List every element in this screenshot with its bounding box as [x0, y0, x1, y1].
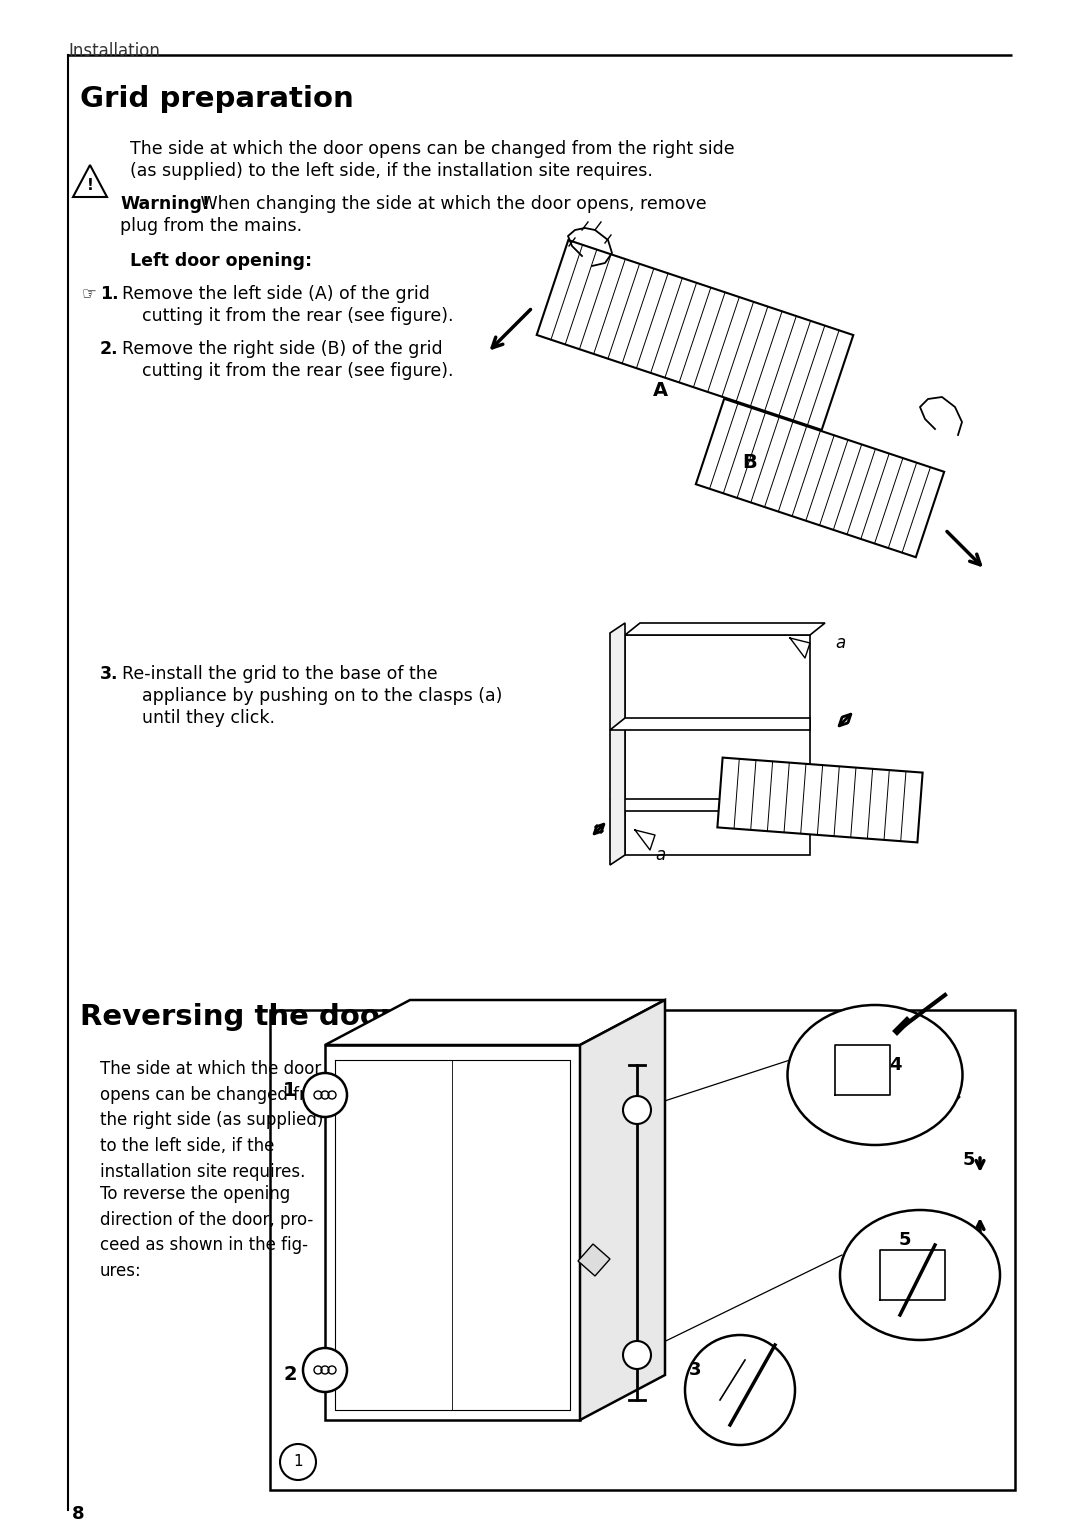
Text: Remove the right side (B) of the grid: Remove the right side (B) of the grid — [122, 339, 443, 358]
Text: ☞: ☞ — [82, 284, 97, 303]
Polygon shape — [537, 240, 853, 430]
Bar — [325, 1044, 580, 1420]
Circle shape — [303, 1073, 347, 1118]
Text: A: A — [652, 381, 667, 399]
Text: a: a — [654, 846, 665, 864]
Polygon shape — [610, 800, 810, 810]
Polygon shape — [717, 757, 922, 842]
Text: !: ! — [86, 177, 94, 193]
Text: Installation: Installation — [68, 41, 160, 60]
Text: 5: 5 — [899, 1231, 912, 1249]
Text: Left door opening:: Left door opening: — [130, 252, 312, 271]
Text: 8: 8 — [72, 1505, 84, 1523]
Text: 1: 1 — [293, 1454, 302, 1469]
Text: 2: 2 — [283, 1365, 297, 1384]
Text: appliance by pushing on to the clasps (a): appliance by pushing on to the clasps (a… — [141, 687, 502, 705]
Text: 2.: 2. — [100, 339, 119, 358]
Polygon shape — [578, 1245, 610, 1277]
Ellipse shape — [840, 1209, 1000, 1339]
Text: The side at which the door opens can be changed from the right side: The side at which the door opens can be … — [130, 141, 734, 157]
Text: a: a — [835, 635, 846, 651]
Polygon shape — [580, 1000, 665, 1420]
Text: (as supplied) to the left side, if the installation site requires.: (as supplied) to the left side, if the i… — [130, 162, 653, 180]
Text: cutting it from the rear (see figure).: cutting it from the rear (see figure). — [141, 307, 454, 326]
Text: 1.: 1. — [100, 284, 119, 303]
Text: 3: 3 — [689, 1361, 701, 1379]
Text: 4: 4 — [889, 1057, 901, 1073]
Text: 1: 1 — [283, 1081, 297, 1099]
Text: Grid preparation: Grid preparation — [80, 86, 354, 113]
Text: The side at which the door
opens can be changed from
the right side (as supplied: The side at which the door opens can be … — [100, 1060, 332, 1180]
Circle shape — [685, 1335, 795, 1445]
Text: Warning!: Warning! — [120, 196, 210, 213]
Text: Remove the left side (A) of the grid: Remove the left side (A) of the grid — [122, 284, 430, 303]
Polygon shape — [625, 622, 825, 635]
Text: 5: 5 — [962, 1151, 975, 1170]
Circle shape — [623, 1341, 651, 1368]
Text: When changing the side at which the door opens, remove: When changing the side at which the door… — [195, 196, 706, 213]
Text: B: B — [743, 454, 757, 472]
Circle shape — [280, 1443, 316, 1480]
Text: cutting it from the rear (see figure).: cutting it from the rear (see figure). — [141, 362, 454, 381]
Text: To reverse the opening
direction of the door, pro-
ceed as shown in the fig-
ure: To reverse the opening direction of the … — [100, 1185, 313, 1280]
Polygon shape — [696, 399, 944, 557]
Polygon shape — [625, 635, 810, 855]
Text: until they click.: until they click. — [141, 709, 275, 726]
Polygon shape — [610, 622, 625, 865]
Ellipse shape — [787, 1005, 962, 1145]
Polygon shape — [610, 719, 810, 729]
Circle shape — [623, 1096, 651, 1124]
Polygon shape — [932, 1084, 960, 1109]
Polygon shape — [325, 1000, 665, 1044]
Text: Re-install the grid to the base of the: Re-install the grid to the base of the — [122, 665, 437, 683]
Bar — [270, 1011, 1015, 1489]
Text: Reversing the door: Reversing the door — [80, 1003, 394, 1031]
Circle shape — [303, 1349, 347, 1391]
Text: 3.: 3. — [100, 665, 119, 683]
Text: plug from the mains.: plug from the mains. — [120, 217, 302, 235]
